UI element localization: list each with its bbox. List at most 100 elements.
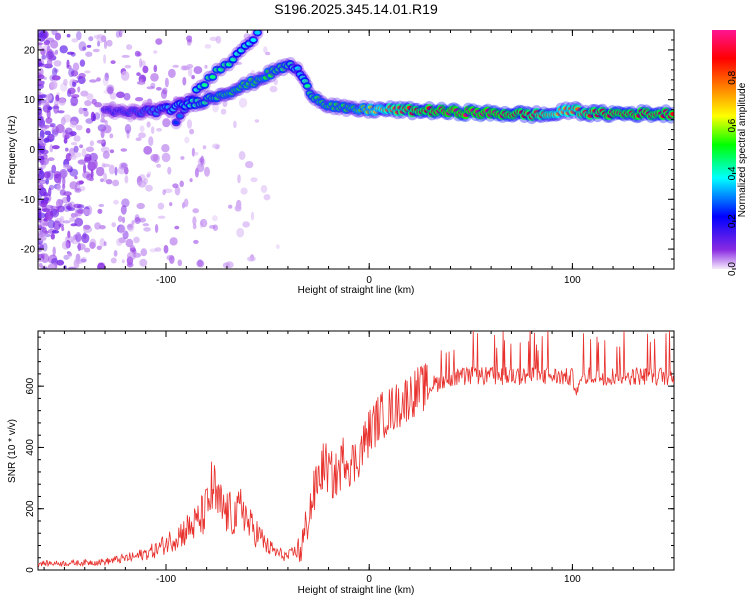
spectrogram-speckle [146, 173, 151, 178]
spectrogram-speckle [84, 153, 92, 163]
spectrogram-speckle [93, 159, 98, 169]
spectrogram-speckle [263, 194, 271, 201]
spectrogram-speckle [97, 208, 103, 214]
colorbar-gradient [712, 30, 736, 269]
spectrogram-speckle [75, 209, 79, 219]
spectrogram-speckle [121, 259, 125, 264]
spectrogram-speckle [164, 77, 169, 88]
spectrogram-speckle [56, 184, 61, 191]
colorbar-tick-label: 0.4 [727, 166, 738, 180]
spectrogram-speckle [81, 233, 90, 244]
spectrogram-speckle [139, 217, 146, 223]
spectrogram-speckle [250, 177, 258, 183]
spectrogram-speckle [162, 118, 171, 128]
spectrogram-speckle [225, 261, 234, 269]
y-tick-label: 400 [25, 439, 36, 456]
spectrogram-speckle [96, 139, 105, 144]
spectrogram-speckle [142, 65, 149, 74]
spectrogram-speckle [142, 223, 149, 227]
upper-branch-core [173, 120, 180, 125]
spectrogram-speckle [141, 60, 146, 67]
spectrogram-speckle [40, 142, 47, 147]
spectrogram-speckle [177, 259, 183, 267]
ridge-core [304, 84, 311, 89]
spectrogram-speckle [42, 191, 49, 197]
spectrogram-speckle [191, 147, 195, 157]
spectrogram-speckle [45, 93, 53, 101]
spectrogram-speckle [61, 240, 70, 250]
spectrogram-speckle [150, 82, 156, 88]
spectrogram-speckle [138, 132, 146, 139]
spectrogram-speckle [76, 30, 82, 41]
spectrogram-speckle [49, 124, 54, 128]
spectrogram-speckle [99, 238, 106, 247]
spectrogram-speckle [237, 174, 241, 184]
spectrogram-speckle [71, 238, 80, 245]
spectrogram-speckle [120, 205, 127, 215]
spectrogram-speckle [135, 137, 142, 142]
spectrogram-speckle [51, 30, 58, 36]
chart-title: S196.2025.345.14.01.R19 [274, 1, 438, 17]
spectrogram-speckle [141, 75, 146, 82]
colorbar-tick-label: 0.8 [727, 70, 738, 84]
spectrogram-speckle [143, 145, 153, 155]
spectrogram-speckle [79, 59, 86, 67]
spectrogram-speckle [174, 186, 181, 196]
spectrogram-speckle [86, 93, 94, 101]
spectrogram-speckle [101, 112, 105, 120]
spectrogram-speckle [161, 152, 171, 163]
spectrogram-speckle [163, 244, 169, 254]
spectrogram-speckle [65, 147, 69, 152]
spectrogram-speckle [51, 230, 60, 234]
snr-ticks: -100 0 100 0 200 400 600 [25, 331, 675, 585]
spectrogram-speckle [50, 80, 58, 90]
spectrogram-speckle [228, 204, 233, 209]
spectrogram-speckle [204, 166, 210, 177]
spectrogram-speckle [200, 155, 205, 166]
spectrogram-speckle [70, 96, 79, 106]
ridge-core [462, 113, 469, 118]
spectrogram-x-label: Height of straight line (km) [298, 285, 415, 296]
spectrogram-speckle [145, 184, 153, 192]
upper-branch-core [177, 113, 184, 118]
spectrogram-speckle [79, 186, 86, 192]
spectrogram-speckle [79, 144, 84, 149]
spectrogram-speckle [74, 188, 82, 193]
spectrogram-speckle [38, 262, 43, 268]
spectrogram-speckle [38, 116, 43, 120]
spectrogram-speckle [49, 144, 54, 153]
spectrogram-speckle [131, 220, 135, 225]
spectrogram-speckle [84, 100, 92, 107]
spectrogram-speckle [83, 224, 91, 230]
spectrogram-speckle [77, 242, 82, 252]
spectrogram-speckle [43, 124, 50, 129]
spectrogram-speckle [89, 79, 98, 83]
spectrogram-speckle [46, 109, 51, 119]
spectrogram-speckle [70, 154, 77, 160]
spectrogram-speckle [55, 124, 65, 134]
spectrogram-speckle [96, 166, 105, 177]
spectrogram-speckle [100, 128, 105, 139]
spectrogram-speckle [192, 216, 197, 226]
spectrogram-speckle [78, 41, 87, 52]
spectrogram-speckle [100, 35, 107, 42]
spectrogram-speckle [186, 35, 193, 42]
ridge-core [267, 73, 274, 78]
spectrogram-speckle [83, 110, 89, 117]
spectrogram-speckle [93, 34, 101, 39]
spectrogram-speckle [180, 156, 185, 160]
spectrogram-speckle [150, 154, 159, 162]
spectrogram-speckle [38, 62, 44, 66]
spectrogram-speckle [59, 168, 68, 179]
spectrogram-speckle [66, 59, 70, 68]
spectrogram-speckle [169, 255, 175, 264]
spectrogram-speckle [56, 259, 65, 266]
spectrogram-speckle [105, 179, 113, 185]
spectrogram-speckle [154, 247, 162, 252]
spectrogram-speckle [154, 224, 159, 233]
spectrogram-speckle [77, 204, 85, 209]
spectrogram-speckle [69, 217, 75, 222]
spectrogram-speckle [88, 36, 94, 42]
spectrogram-speckle [163, 188, 173, 194]
spectrogram-speckle [238, 151, 246, 160]
